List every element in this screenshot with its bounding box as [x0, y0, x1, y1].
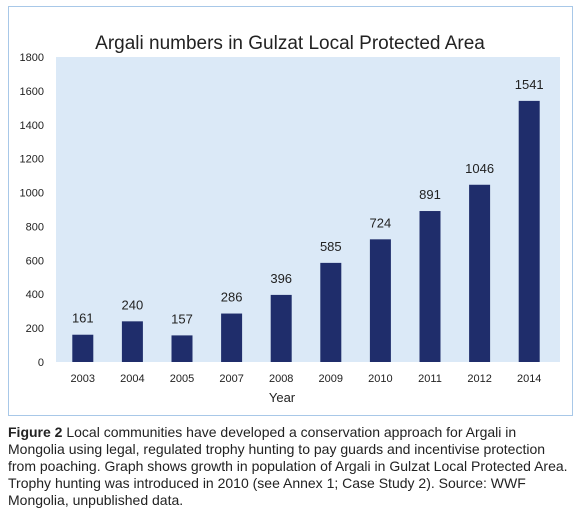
bar-2003 — [72, 334, 94, 362]
x-tick-label-2004: 2004 — [120, 373, 144, 385]
y-tick-label: 1600 — [20, 86, 44, 98]
y-tick-label: 600 — [26, 255, 44, 267]
bar-2004 — [121, 321, 143, 362]
data-label-2005: 157 — [171, 311, 193, 326]
bar-2007 — [221, 313, 243, 362]
x-axis: 2003 2004 2005 2007 2008 2009 2010 2011 2012 2014 — [71, 373, 542, 385]
bar-2009 — [320, 262, 342, 362]
x-tick-label-2008: 2008 — [269, 373, 293, 385]
bar-chart: Argali numbers in Gulzat Local Protected… — [20, 33, 560, 405]
data-label-2010: 724 — [370, 215, 392, 230]
y-axis: 0 200 400 600 800 1000 1200 1400 1600 1800 — [20, 52, 44, 369]
data-label-2014: 1541 — [515, 77, 544, 92]
y-tick-label: 0 — [38, 357, 44, 369]
bar-2008 — [270, 294, 292, 362]
x-tick-label-2009: 2009 — [319, 373, 343, 385]
data-label-2012: 1046 — [465, 161, 494, 176]
bar-2010 — [369, 239, 391, 362]
x-tick-label-2011: 2011 — [418, 373, 442, 385]
y-tick-label: 1400 — [20, 120, 44, 132]
y-tick-label: 1000 — [20, 188, 44, 200]
data-label-2003: 161 — [72, 311, 94, 326]
y-tick-label: 200 — [26, 323, 44, 335]
y-tick-label: 800 — [26, 221, 44, 233]
bar-2005 — [171, 335, 193, 362]
data-label-2011: 891 — [419, 187, 441, 202]
x-tick-label-2007: 2007 — [219, 373, 243, 385]
y-tick-label: 1800 — [20, 52, 44, 64]
x-tick-label-2012: 2012 — [467, 373, 491, 385]
bar-2011 — [419, 211, 441, 362]
x-tick-label-2010: 2010 — [368, 373, 392, 385]
x-tick-label-2005: 2005 — [170, 373, 194, 385]
bars-group — [72, 100, 540, 362]
bar-2014 — [518, 100, 540, 362]
data-label-2009: 585 — [320, 239, 342, 254]
data-label-2007: 286 — [221, 290, 243, 305]
y-tick-label: 1200 — [20, 154, 44, 166]
bar-2012 — [469, 184, 491, 362]
figure-caption: Figure 2 Local communities have develope… — [8, 424, 573, 509]
data-label-2004: 240 — [122, 297, 144, 312]
x-tick-label-2003: 2003 — [71, 373, 95, 385]
x-axis-title: Year — [269, 390, 296, 405]
chart-title: Argali numbers in Gulzat Local Protected… — [95, 33, 485, 54]
x-tick-label-2014: 2014 — [517, 373, 541, 385]
caption-text: Local communities have developed a conse… — [8, 424, 568, 491]
caption-source: Source: WWF Mongolia, unpublished data. — [8, 475, 526, 508]
data-label-2008: 396 — [270, 271, 292, 286]
data-labels-group: 161 240 157 286 396 585 724 891 1046 1541 — [72, 77, 544, 327]
caption-label: Figure 2 — [8, 424, 63, 440]
y-tick-label: 400 — [26, 289, 44, 301]
